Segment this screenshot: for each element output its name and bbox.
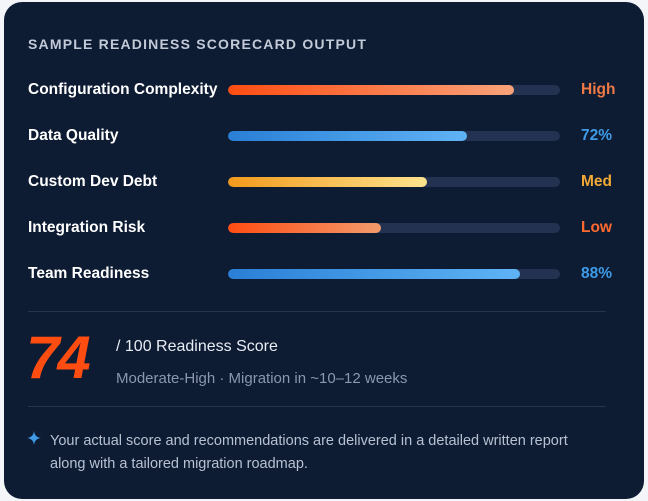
metric-fill <box>228 177 428 187</box>
metric-track <box>228 269 560 279</box>
metric-configuration-complexity: Configuration Complexity High <box>4 80 644 100</box>
metric-fill <box>228 269 521 279</box>
metric-fill <box>228 85 514 95</box>
metric-label: Custom Dev Debt <box>28 173 158 190</box>
metric-custom-dev-debt: Custom Dev Debt Med <box>4 172 644 192</box>
sparkle-icon <box>27 431 41 445</box>
metric-label: Integration Risk <box>28 219 146 236</box>
scorecard-heading: SAMPLE READINESS SCORECARD OUTPUT <box>28 36 368 52</box>
metric-track <box>228 131 560 141</box>
metric-track <box>228 223 560 233</box>
readiness-score-subtitle: Moderate-High · Migration in ~10–12 week… <box>116 370 408 387</box>
metric-data-quality: Data Quality 72% <box>4 126 644 146</box>
metric-value: Low <box>581 219 612 236</box>
metric-fill <box>228 223 381 233</box>
metric-value: 88% <box>581 265 613 282</box>
metric-label: Data Quality <box>28 127 119 144</box>
metric-label: Configuration Complexity <box>28 81 218 98</box>
metric-track <box>228 85 560 95</box>
metric-value: High <box>581 81 616 98</box>
metric-label: Team Readiness <box>28 265 150 282</box>
metric-integration-risk: Integration Risk Low <box>4 218 644 238</box>
metric-track <box>228 177 560 187</box>
readiness-score-number: 74 <box>26 324 91 391</box>
divider <box>28 406 606 407</box>
divider <box>28 311 606 312</box>
metric-value: Med <box>581 173 612 190</box>
scorecard-card: SAMPLE READINESS SCORECARD OUTPUT Config… <box>4 2 644 499</box>
metric-team-readiness: Team Readiness 88% <box>4 264 644 284</box>
metric-value: 72% <box>581 127 613 144</box>
metric-fill <box>228 131 468 141</box>
readiness-score-label: / 100 Readiness Score <box>116 338 278 355</box>
report-note: Your actual score and recommendations ar… <box>50 433 568 472</box>
